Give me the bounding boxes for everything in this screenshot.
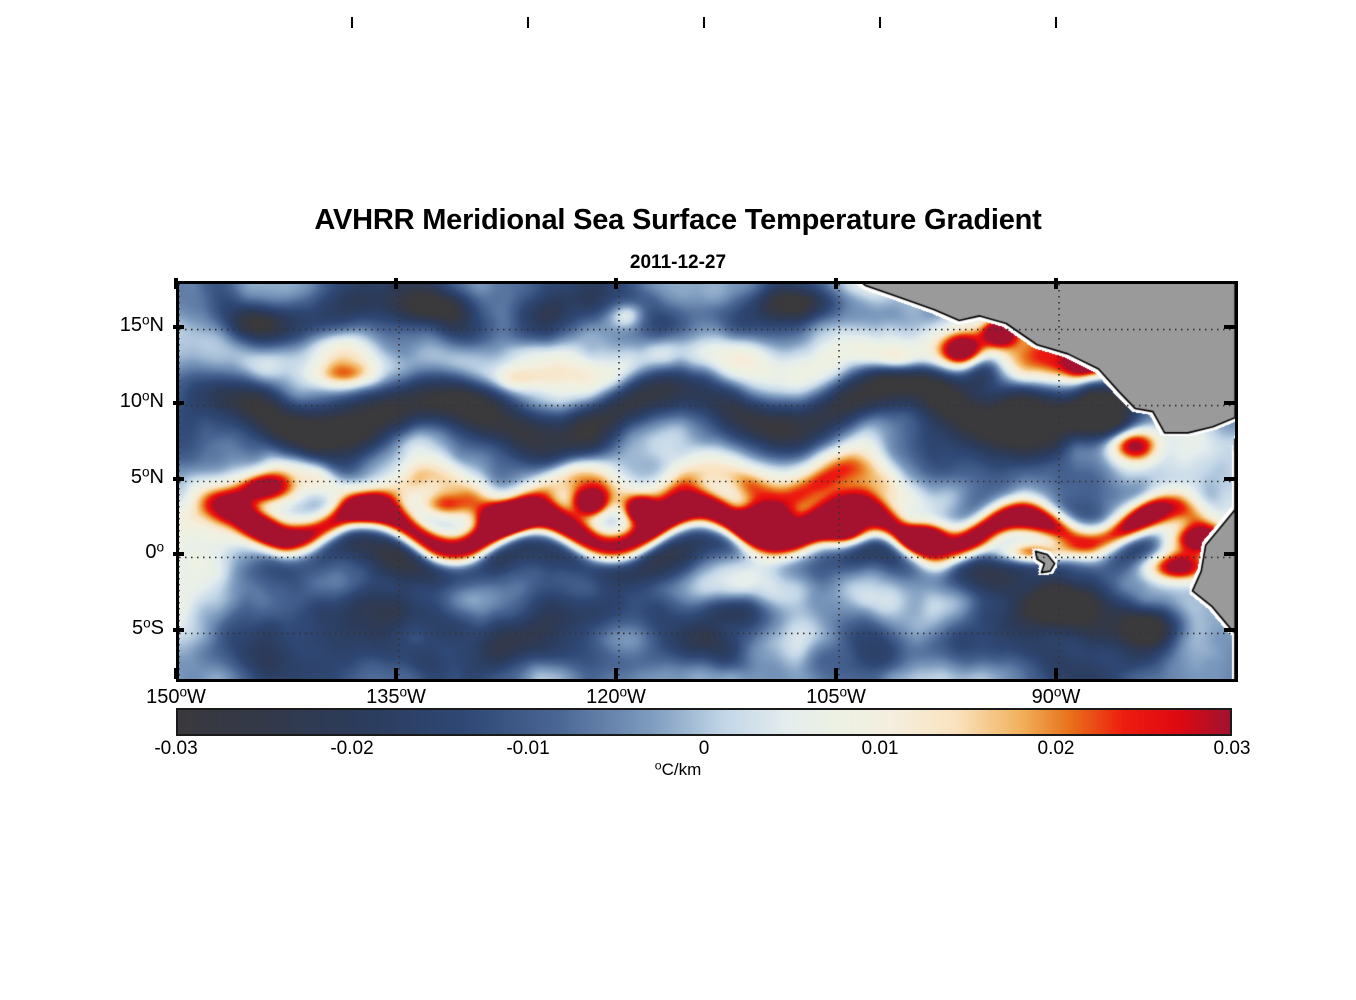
y-axis-tick xyxy=(1224,400,1235,405)
figure-subtitle: 2011-12-27 xyxy=(629,252,727,273)
colorbar-tick xyxy=(527,17,529,28)
colorbar-tick-label: -0.02 xyxy=(330,738,374,759)
x-axis-tick xyxy=(394,668,398,679)
y-axis-tick-label: 5oS xyxy=(131,615,164,640)
colorbar-tick xyxy=(1055,17,1057,28)
y-axis-tick xyxy=(1224,476,1235,481)
x-axis-tick xyxy=(834,668,838,679)
colorbar xyxy=(176,708,1232,736)
page-title: AVHRR Meridional Sea Surface Temperature… xyxy=(314,204,1042,236)
y-axis-tick-label: 0o xyxy=(145,539,164,564)
y-axis-tick-label: 5oN xyxy=(130,463,164,488)
colorbar-tick-label: 0.03 xyxy=(1213,738,1251,759)
x-axis-tick xyxy=(394,278,398,289)
colorbar-gradient xyxy=(176,708,1232,736)
x-axis-tick xyxy=(834,278,838,289)
x-axis-tick-label: 120oW xyxy=(586,684,646,708)
x-axis-tick xyxy=(614,278,618,289)
x-axis-tick xyxy=(174,668,178,679)
sst-gradient-heatmap xyxy=(179,284,1235,679)
y-axis-tick xyxy=(173,552,184,557)
colorbar-tick-label: -0.01 xyxy=(506,738,550,759)
colorbar-tick xyxy=(879,17,881,28)
x-axis-tick-label: 135oW xyxy=(366,684,426,708)
x-axis-tick xyxy=(1054,668,1058,679)
y-axis-tick xyxy=(1224,628,1235,633)
x-axis-tick-label: 90oW xyxy=(1031,684,1081,708)
colorbar-tick-label: 0.02 xyxy=(1037,738,1075,759)
y-axis-tick xyxy=(173,628,184,633)
y-axis-tick xyxy=(173,324,184,329)
x-axis-tick-label: 150oW xyxy=(146,684,206,708)
y-axis-tick xyxy=(173,400,184,405)
x-axis-tick xyxy=(174,278,178,289)
colorbar-tick xyxy=(351,17,353,28)
y-axis-tick xyxy=(1224,324,1235,329)
x-axis-tick-label: 105oW xyxy=(806,684,866,708)
y-axis-tick xyxy=(173,476,184,481)
colorbar-tick xyxy=(703,17,705,28)
x-axis-tick xyxy=(614,668,618,679)
map-axes xyxy=(176,281,1238,682)
colorbar-tick-label: -0.03 xyxy=(154,738,198,759)
colorbar-tick-label: 0 xyxy=(698,738,710,759)
y-axis-tick-label: 15oN xyxy=(119,312,164,336)
y-axis-tick-label: 10oN xyxy=(119,388,164,412)
colorbar-tick-label: 0.01 xyxy=(861,738,899,759)
x-axis-tick xyxy=(1054,278,1058,289)
colorbar-unit-label: oC/km xyxy=(654,758,702,779)
y-axis-tick xyxy=(1224,552,1235,557)
